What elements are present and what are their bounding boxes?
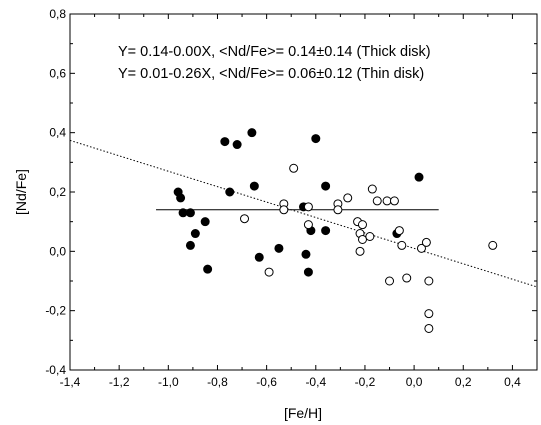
x-tick-label: 0,2 <box>455 375 472 389</box>
y-tick-label: 0,6 <box>49 66 66 80</box>
thin-disk-point <box>385 276 395 286</box>
x-tick-label: -0,2 <box>355 375 376 389</box>
x-tick-label: -1,2 <box>109 375 130 389</box>
x-tick-label: -1,4 <box>60 375 81 389</box>
thin-disk-point <box>424 276 434 286</box>
thick-disk-point <box>311 134 321 144</box>
thick-disk-point <box>301 249 311 259</box>
thick-disk-point <box>203 264 213 274</box>
thin-disk-point <box>389 196 399 206</box>
thick-disk-point <box>185 240 195 250</box>
y-axis-label: [Nd/Fe] <box>13 169 29 215</box>
tick-labels: -1,4 -1,2 -1,0 -0,8 -0,6 -0,4 -0,2 0,0 0,2 0,4 -0,… <box>45 7 521 389</box>
y-tick-label: -0,4 <box>45 363 66 377</box>
thin-disk-point <box>333 205 343 215</box>
thin-disk-point <box>424 309 434 319</box>
thin-disk-point <box>357 220 367 230</box>
thin-disk-point <box>416 243 426 253</box>
x-tick-label: 0,4 <box>504 375 521 389</box>
thick-disk-point <box>274 243 284 253</box>
x-tick-label: 0,0 <box>406 375 423 389</box>
y-tick-label: 0,2 <box>49 185 66 199</box>
thin-disk-point <box>289 163 299 173</box>
annotation-thick-disk: Y= 0.14-0.00X, <Nd/Fe>= 0.14±0.14 (Thick… <box>118 44 431 60</box>
thin-disk-point <box>397 240 407 250</box>
thin-disk-point <box>394 226 404 236</box>
thin-disk-point <box>279 205 289 215</box>
thin-disk-point <box>382 196 392 206</box>
thick-disk-point <box>321 181 331 191</box>
thin-disk-point <box>421 237 431 247</box>
thin-disk-point <box>343 193 353 203</box>
thin-disk-point <box>402 273 412 283</box>
thin-disk-point <box>367 184 377 194</box>
x-tick-label: -0,4 <box>305 375 326 389</box>
fit-lines <box>69 139 538 288</box>
thin-disk-point <box>355 246 365 256</box>
y-tick-label: 0,0 <box>49 244 66 258</box>
thin-disk-point <box>424 323 434 333</box>
x-axis-label: [Fe/H] <box>284 405 322 421</box>
y-tick-label: -0,2 <box>45 304 66 318</box>
thin-disk-point <box>240 214 250 224</box>
thick-disk-point <box>414 172 424 182</box>
x-tick-label: -0,6 <box>256 375 277 389</box>
y-tick-label: 0,8 <box>49 7 66 21</box>
thick-disk-point <box>225 187 235 197</box>
thin-disk-point <box>303 220 313 230</box>
thick-disk-point <box>178 208 188 218</box>
thin-disk-point <box>365 232 375 241</box>
x-tick-label: -0,8 <box>207 375 228 389</box>
thick-disk-point <box>185 208 195 218</box>
data-points <box>173 128 498 333</box>
thick-disk-point <box>190 229 200 239</box>
thick-disk-point <box>232 140 242 150</box>
thin-disk-point <box>372 196 382 206</box>
thick-disk-point <box>303 267 313 277</box>
thin-disk-point <box>488 240 498 250</box>
thick-disk-point <box>220 137 230 147</box>
thin-disk-point <box>357 234 367 244</box>
annotation-thin-disk: Y= 0.01-0.26X, <Nd/Fe>= 0.06±0.12 (Thin … <box>118 66 424 82</box>
thick-disk-point <box>247 128 257 138</box>
thick-disk-point <box>254 252 264 262</box>
y-tick-label: 0,4 <box>49 126 66 140</box>
thin-disk-point <box>303 202 313 212</box>
thin-disk-fit-line <box>69 139 538 288</box>
thick-disk-point <box>200 217 210 227</box>
thick-disk-point <box>249 181 259 191</box>
thick-disk-point <box>176 193 186 203</box>
thin-disk-point <box>264 267 274 277</box>
axis-ticks <box>69 13 537 371</box>
x-tick-label: -1,0 <box>158 375 179 389</box>
thick-disk-point <box>321 226 331 236</box>
